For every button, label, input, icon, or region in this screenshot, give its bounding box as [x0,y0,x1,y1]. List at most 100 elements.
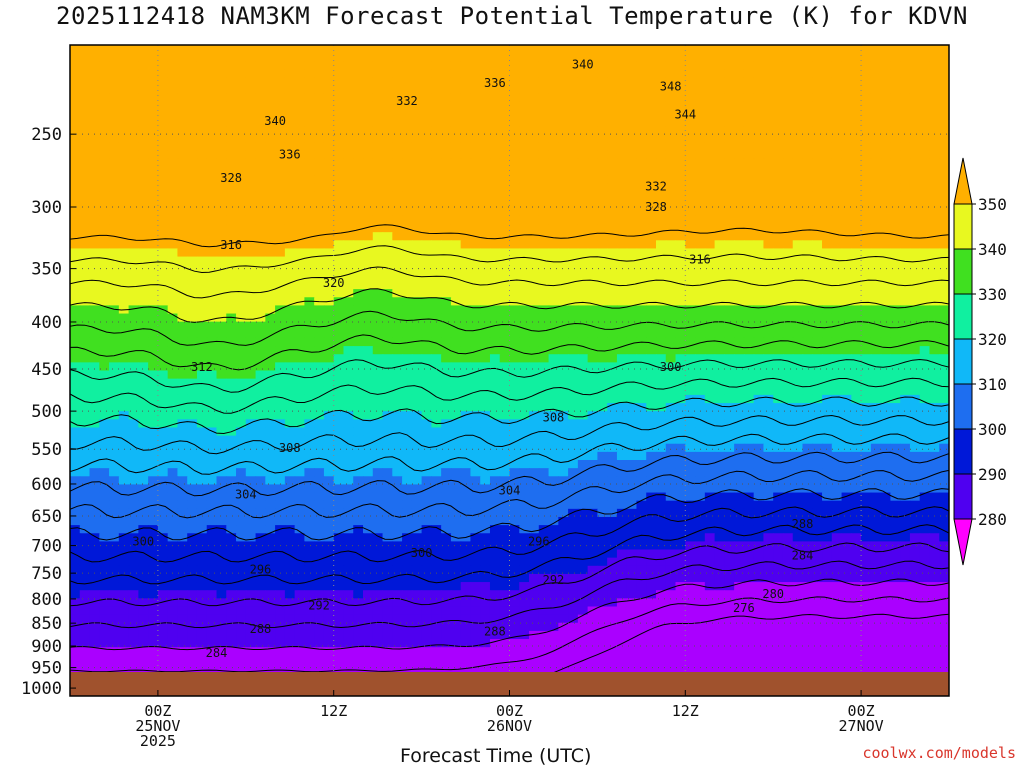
field-cell [431,183,442,193]
field-cell [919,443,931,453]
field-cell [939,93,949,103]
field-cell [519,215,530,225]
field-cell [157,378,169,388]
field-cell [411,93,423,103]
field-cell [734,69,745,79]
field-cell [792,224,804,233]
field-cell [939,77,949,87]
field-cell [529,394,540,404]
field-cell [450,240,462,250]
field-cell [89,280,100,290]
field-cell [109,256,120,266]
field-cell [734,403,745,412]
field-cell [99,427,110,437]
field-cell [157,297,169,306]
field-cell [333,289,345,298]
field-cell [138,427,149,437]
field-cell [704,232,716,241]
field-cell [343,411,354,420]
field-cell [382,297,393,306]
field-cell [870,443,882,453]
field-cell [519,240,530,250]
field-cell [753,289,765,298]
field-cell [861,305,872,315]
field-cell [695,386,706,396]
field-cell [441,264,452,274]
field-cell [763,403,774,412]
field-cell [216,451,227,461]
field-cell [782,370,794,380]
field-cell [636,191,647,201]
field-cell [841,191,852,201]
field-cell [470,337,481,347]
field-cell [343,85,354,95]
field-cell [782,126,794,136]
field-cell [753,248,765,258]
field-cell [128,232,139,241]
field-cell [704,313,716,323]
field-cell [89,158,100,168]
field-cell [812,150,823,160]
field-cell [880,175,891,184]
field-cell [304,191,315,201]
field-cell [939,183,949,193]
field-cell [216,77,227,87]
field-cell [460,240,472,250]
field-cell [304,175,315,184]
field-cell [919,386,931,396]
field-cell [245,394,257,404]
field-cell [148,61,159,71]
field-cell [919,378,931,388]
field-cell [880,110,891,119]
field-cell [343,329,354,339]
field-cell [870,435,882,445]
field-cell [245,101,257,111]
field-cell [236,45,247,54]
field-cell [919,394,931,404]
field-cell [489,175,501,184]
field-cell [665,158,677,168]
field-cell [773,69,784,79]
field-cell [538,484,550,494]
field-cell [421,370,432,380]
field-cell [695,207,706,217]
field-cell [607,468,618,477]
field-cell [939,256,949,266]
field-cell [714,118,725,127]
field-cell [441,289,452,298]
field-cell [499,321,511,331]
field-cell [411,435,423,445]
field-cell [148,256,159,266]
field-cell [548,256,559,266]
field-cell [646,427,657,437]
field-cell [294,394,305,404]
field-cell [226,232,237,241]
field-cell [70,183,81,193]
field-cell [275,101,286,111]
field-cell [714,394,725,404]
field-cell [382,378,393,388]
field-cell [919,435,931,445]
field-cell [626,280,638,290]
field-cell [480,85,491,95]
field-cell [206,321,218,331]
field-cell [363,329,374,339]
field-cell [919,305,931,315]
field-cell [665,69,677,79]
field-cell [450,289,462,298]
field-cell [236,240,247,250]
field-cell [499,435,511,445]
field-cell [138,289,149,298]
field-cell [929,191,940,201]
field-cell [89,403,100,412]
field-cell [616,167,628,176]
field-cell [118,321,130,331]
field-cell [294,435,305,445]
field-cell [363,45,374,54]
field-cell [109,329,120,339]
field-cell [284,248,296,258]
field-cell [656,240,667,250]
field-cell [304,93,315,103]
field-cell [939,175,949,184]
field-cell [900,297,911,306]
